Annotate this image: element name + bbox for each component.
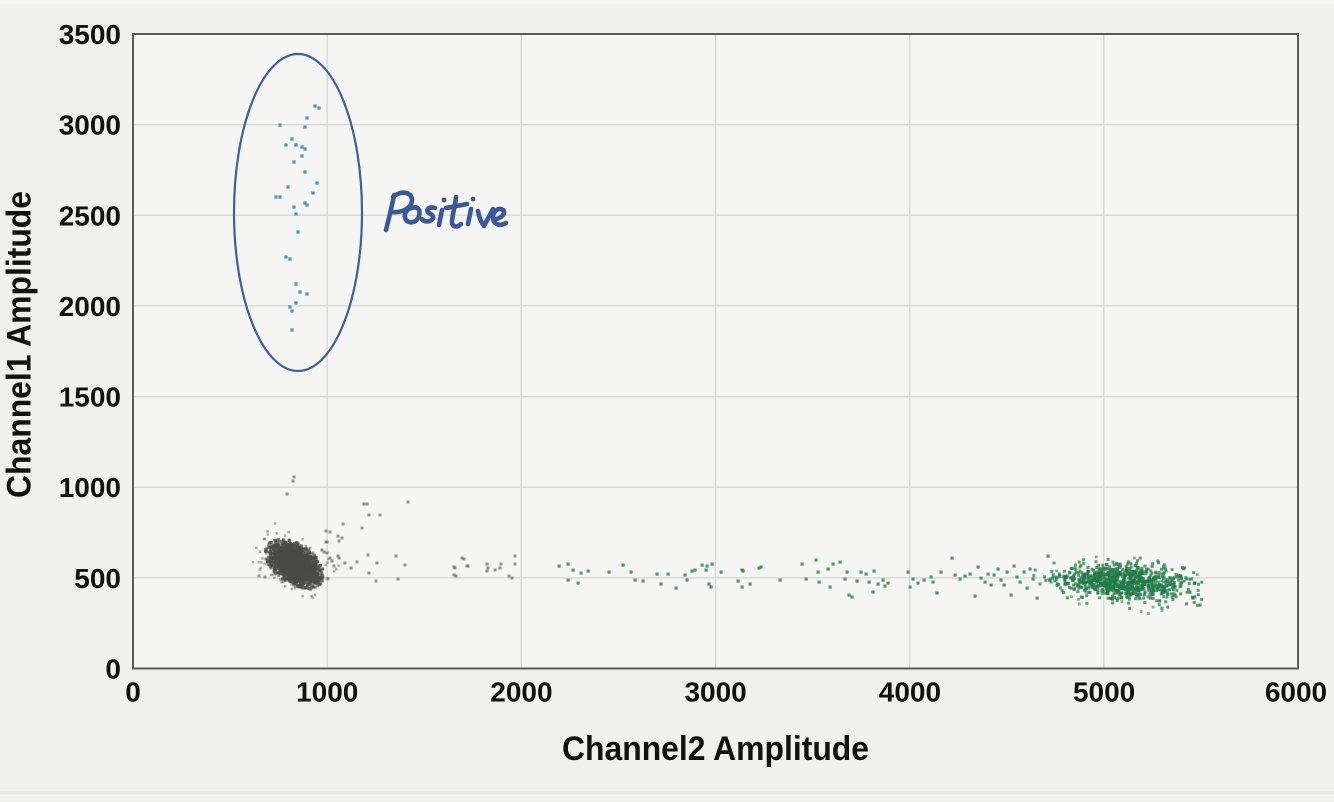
svg-text:6000: 6000 [1265, 677, 1327, 708]
svg-text:Channel2 Amplitude: Channel2 Amplitude [562, 730, 869, 768]
svg-text:3500: 3500 [59, 19, 121, 50]
svg-text:2000: 2000 [490, 677, 552, 708]
svg-text:1000: 1000 [296, 677, 358, 708]
svg-text:1000: 1000 [59, 472, 121, 503]
svg-text:3000: 3000 [59, 110, 121, 141]
svg-text:0: 0 [125, 677, 141, 708]
svg-text:5000: 5000 [1073, 677, 1135, 708]
svg-text:0: 0 [105, 654, 121, 685]
svg-text:4000: 4000 [879, 677, 941, 708]
svg-text:2000: 2000 [59, 291, 121, 322]
svg-text:3000: 3000 [684, 677, 746, 708]
svg-text:Channel1 Amplitude: Channel1 Amplitude [1, 191, 39, 498]
svg-text:2500: 2500 [59, 200, 121, 231]
svg-text:1500: 1500 [59, 382, 121, 413]
svg-text:500: 500 [74, 563, 121, 594]
